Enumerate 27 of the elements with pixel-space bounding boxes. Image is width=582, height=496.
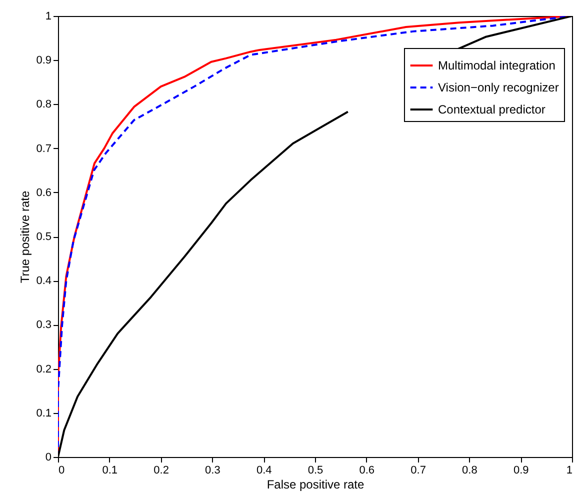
y-tick-label: 0.6 [36, 186, 52, 199]
y-tick-label: 0.7 [36, 142, 52, 155]
x-tick-label: 0.2 [154, 464, 169, 476]
x-tick-label: 0.8 [462, 464, 478, 476]
x-tick-label: 0.7 [410, 464, 426, 476]
x-tick-label: 0.3 [205, 464, 220, 476]
y-axis-title: True positive rate [18, 190, 32, 284]
legend-label: Contextual predictor [438, 102, 546, 116]
legend-label: Vision−only recognizer [438, 80, 559, 94]
y-tick-label: 0.8 [36, 98, 52, 111]
x-tick-label: 0.6 [359, 464, 375, 476]
y-tick-label: 0.9 [36, 54, 52, 67]
x-tick-label: 0.1 [102, 464, 118, 476]
y-tick-label: 0 [45, 452, 52, 464]
x-tick-label: 0.5 [308, 464, 324, 476]
y-tick-label: 0.3 [36, 319, 52, 332]
y-tick-label: 0.5 [36, 231, 52, 243]
y-tick-label: 0.4 [36, 275, 52, 288]
y-tick-label: 1 [45, 10, 52, 22]
x-tick-label: 0.9 [513, 464, 529, 476]
y-tick-label: 0.1 [36, 407, 52, 420]
x-tick-label: 0 [58, 464, 65, 476]
legend-label: Multimodal integration [438, 58, 556, 72]
y-tick-label: 0.2 [36, 363, 52, 376]
x-axis-title: False positive rate [266, 478, 365, 492]
x-tick-label: 0.4 [256, 464, 272, 476]
x-tick-label: 1 [566, 464, 572, 476]
